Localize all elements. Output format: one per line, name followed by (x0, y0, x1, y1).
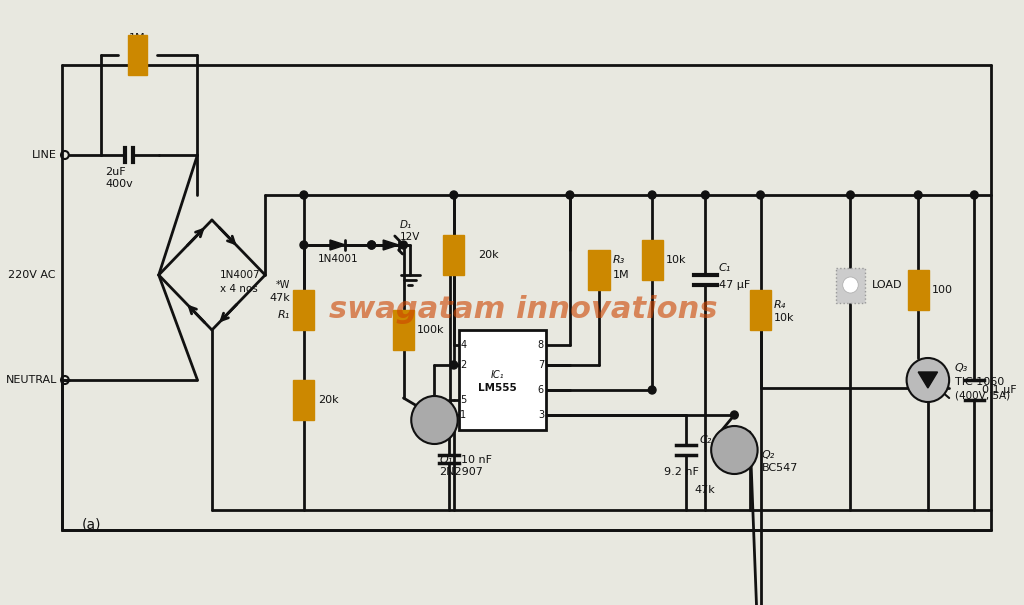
Circle shape (914, 191, 922, 199)
Circle shape (648, 191, 656, 199)
Text: 7: 7 (538, 360, 544, 370)
Circle shape (399, 241, 408, 249)
Circle shape (450, 361, 458, 369)
Text: 10k: 10k (774, 313, 795, 323)
Text: 8: 8 (538, 340, 544, 350)
Text: IC₁: IC₁ (490, 370, 504, 380)
Text: R₄: R₄ (774, 300, 786, 310)
Circle shape (450, 191, 458, 199)
Circle shape (368, 241, 376, 249)
Polygon shape (330, 240, 345, 250)
Bar (293, 380, 314, 420)
Text: 1: 1 (461, 410, 467, 420)
Text: 5: 5 (461, 395, 467, 405)
Text: LM555: LM555 (478, 383, 517, 393)
Bar (293, 290, 314, 330)
Text: Q₂: Q₂ (762, 450, 775, 460)
Circle shape (701, 191, 710, 199)
Text: 220V AC: 220V AC (8, 270, 55, 280)
Text: 20k: 20k (478, 250, 499, 260)
Bar (459, 330, 546, 430)
Text: 100: 100 (932, 285, 952, 295)
Text: 10k: 10k (666, 255, 686, 265)
Text: 3: 3 (538, 410, 544, 420)
Circle shape (368, 241, 376, 249)
Text: swagatam innovations: swagatam innovations (330, 295, 718, 324)
Circle shape (843, 277, 858, 293)
Circle shape (711, 426, 758, 474)
Text: R₃: R₃ (612, 255, 625, 265)
Circle shape (971, 191, 978, 199)
Bar (128, 35, 147, 75)
Text: TIC 1060: TIC 1060 (955, 377, 1005, 387)
Bar (836, 267, 865, 302)
Circle shape (906, 358, 949, 402)
Text: 2N2907: 2N2907 (439, 467, 483, 477)
Bar (393, 310, 414, 350)
Text: 400v: 400v (105, 179, 133, 189)
Circle shape (757, 191, 764, 199)
Text: 4: 4 (461, 340, 467, 350)
Text: 47k: 47k (694, 485, 715, 495)
Bar (443, 235, 465, 275)
Text: NEUTRAL: NEUTRAL (6, 375, 57, 385)
Text: R₁: R₁ (279, 310, 291, 320)
Text: 9.2 nF: 9.2 nF (664, 467, 698, 477)
Circle shape (730, 411, 738, 419)
Text: C₂: C₂ (699, 435, 712, 445)
Text: 6: 6 (538, 385, 544, 395)
Bar (907, 270, 929, 310)
Circle shape (847, 191, 854, 199)
Text: Q₃: Q₃ (955, 363, 969, 373)
Bar (589, 250, 609, 290)
Circle shape (300, 241, 308, 249)
Text: 1N4007: 1N4007 (220, 270, 260, 280)
Text: x 4 nos: x 4 nos (220, 284, 257, 294)
Text: LINE: LINE (33, 150, 57, 160)
Text: LOAD: LOAD (871, 280, 902, 290)
Text: 2uF: 2uF (105, 167, 126, 177)
Bar (641, 240, 663, 280)
Circle shape (566, 191, 573, 199)
Polygon shape (919, 372, 938, 388)
Bar (750, 290, 771, 330)
Text: 1M: 1M (612, 270, 629, 280)
Text: 1M: 1M (129, 33, 145, 43)
Circle shape (300, 191, 308, 199)
Text: D₁: D₁ (399, 220, 412, 230)
Text: (a): (a) (81, 518, 100, 532)
Text: 0.1 μF: 0.1 μF (982, 385, 1017, 395)
Text: BC547: BC547 (762, 463, 798, 473)
Text: 47 μF: 47 μF (719, 280, 751, 290)
Text: 47k: 47k (269, 293, 291, 303)
Text: 1N4001: 1N4001 (317, 254, 358, 264)
Text: 100k: 100k (417, 325, 444, 335)
Text: C₁: C₁ (719, 263, 731, 273)
Text: 12V: 12V (400, 232, 421, 242)
Text: 10 nF: 10 nF (461, 455, 492, 465)
Text: (400V, 5A): (400V, 5A) (955, 391, 1010, 401)
Text: *W: *W (275, 280, 291, 290)
Text: Q₁: Q₁ (439, 455, 453, 465)
Polygon shape (383, 240, 398, 250)
Circle shape (648, 386, 656, 394)
Text: 2: 2 (461, 360, 467, 370)
Text: 20k: 20k (318, 395, 339, 405)
Circle shape (412, 396, 458, 444)
